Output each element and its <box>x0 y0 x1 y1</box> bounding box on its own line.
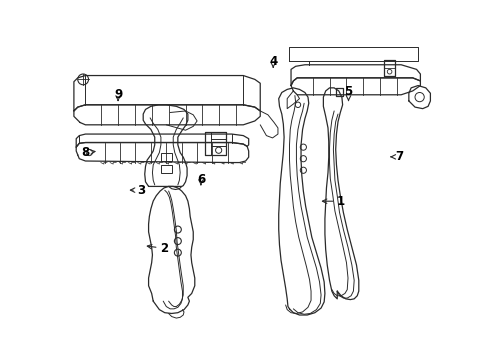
Text: 4: 4 <box>268 55 277 68</box>
Text: 8: 8 <box>81 146 90 159</box>
Text: 7: 7 <box>394 150 403 163</box>
Text: 2: 2 <box>160 242 168 255</box>
Text: 3: 3 <box>137 184 145 197</box>
Bar <box>161 165 171 172</box>
Text: 5: 5 <box>344 85 352 98</box>
Text: 9: 9 <box>114 88 122 101</box>
Bar <box>161 153 171 161</box>
Text: 6: 6 <box>196 172 204 185</box>
Text: 1: 1 <box>336 195 345 208</box>
